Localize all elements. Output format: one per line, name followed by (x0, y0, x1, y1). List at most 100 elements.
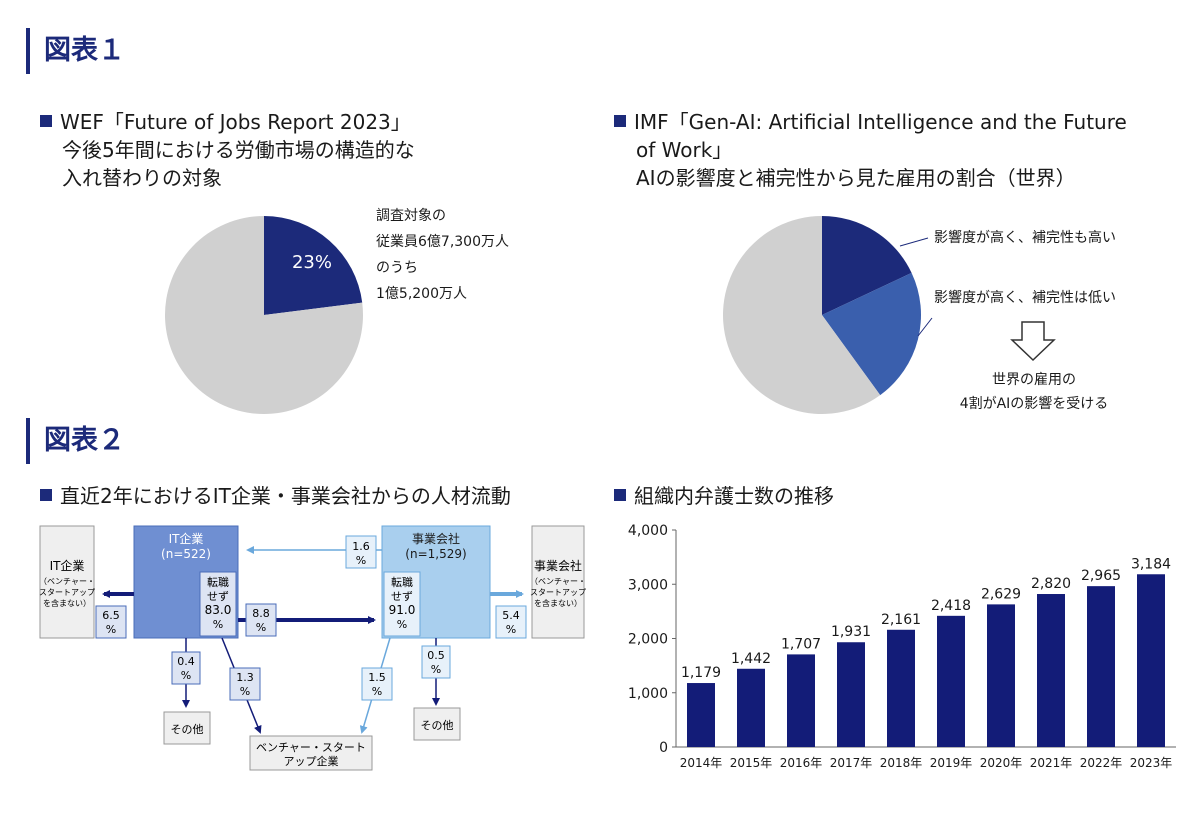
x-tick-label: 2018年 (880, 756, 923, 770)
svg-text:その他: その他 (421, 719, 454, 732)
svg-text:%: % (106, 623, 116, 636)
figure1-title: 図表１ (26, 28, 125, 74)
wef-pie-slice-0 (264, 216, 363, 315)
bullet-square-icon (40, 115, 52, 127)
wef-pie-chart (165, 216, 363, 415)
bar-value-label: 3,184 (1131, 556, 1171, 572)
other-box-it (163, 711, 211, 745)
svg-text:(n=1,529): (n=1,529) (405, 547, 466, 561)
bar (737, 668, 765, 747)
svg-text:調査対象の: 調査対象の (376, 208, 446, 224)
imf-conclusion: 世界の雇用の (992, 371, 1076, 388)
imf-label-high-high: 影響度が高く、補完性も高い (934, 229, 1116, 246)
label-it-to-left: 6.5 (102, 609, 120, 622)
svg-text:事業会社: 事業会社 (534, 558, 582, 573)
svg-text:83.0: 83.0 (205, 603, 232, 617)
svg-text:%: % (356, 554, 366, 567)
bar (937, 615, 965, 747)
bar-value-label: 2,965 (1081, 568, 1121, 584)
x-tick-label: 2017年 (830, 756, 873, 770)
y-tick-label: 2,000 (628, 632, 668, 648)
svg-text:%: % (240, 685, 250, 698)
label-it-to-venture: 1.3 (236, 671, 254, 684)
svg-text:%: % (506, 623, 516, 636)
svg-text:従業員6億7,300万人: 従業員6億7,300万人 (376, 234, 509, 250)
svg-text:（ベンチャー・: （ベンチャー・ (530, 577, 586, 586)
bar-value-label: 2,161 (881, 612, 921, 628)
label-biz-to-it: 1.6 (352, 540, 370, 553)
svg-text:%: % (397, 618, 407, 631)
y-tick-label: 3,000 (628, 577, 668, 593)
imf-label-high-low: 影響度が高く、補完性は低い (934, 289, 1116, 306)
svg-text:を含まない）: を含まない） (43, 598, 91, 608)
svg-text:を含まない）: を含まない） (534, 598, 582, 608)
imf-leader-line (899, 237, 929, 247)
flow-title: 直近2年におけるIT企業・事業会社からの人材流動 (40, 482, 511, 510)
x-tick-label: 2016年 (780, 756, 823, 770)
bar (987, 604, 1015, 747)
x-tick-label: 2021年 (1030, 756, 1073, 770)
svg-text:転職: 転職 (391, 576, 413, 589)
imf-pie-slice-2 (723, 216, 881, 414)
it-stay-box (199, 571, 237, 637)
svg-text:せず: せず (391, 590, 413, 603)
x-tick-label: 2014年 (680, 756, 723, 770)
svg-text:%: % (256, 621, 266, 634)
bar-value-label: 2,820 (1031, 576, 1071, 592)
x-tick-label: 2019年 (930, 756, 973, 770)
bar (687, 683, 715, 747)
svg-text:%: % (213, 618, 223, 631)
imf-pie-slice-0 (822, 216, 912, 315)
svg-text:1億5,200万人: 1億5,200万人 (376, 286, 467, 302)
imf-conclusion: 4割がAIの影響を受ける (960, 395, 1109, 412)
figure2-title: 図表２ (26, 418, 125, 464)
svg-text:アップ企業: アップ企業 (284, 754, 339, 768)
label-biz-to-right: 5.4 (502, 609, 520, 622)
external-it-box (39, 525, 95, 639)
bar (887, 629, 915, 747)
svg-text:ベンチャー・スタート: ベンチャー・スタート (256, 741, 366, 754)
imf-title: IMF「Gen-AI: Artificial Intelligence and … (614, 108, 1127, 192)
y-tick-label: 0 (659, 740, 668, 756)
svg-text:その他: その他 (171, 723, 204, 736)
imf-pie-slice-1 (822, 272, 922, 396)
other-box-biz (413, 707, 461, 741)
bar-value-label: 1,179 (681, 665, 721, 681)
bullet-square-icon (614, 489, 626, 501)
bar-value-label: 2,629 (981, 586, 1021, 602)
bar-title: 組織内弁護士数の推移 (614, 482, 834, 510)
label-it-to-biz: 8.8 (252, 607, 270, 620)
imf-pie-chart (723, 216, 922, 414)
label-biz-to-venture: 1.5 (368, 671, 386, 684)
bar (1137, 574, 1165, 747)
venture-box (249, 735, 373, 771)
wef-note: 調査対象の 従業員6億7,300万人 のうち 1億5,200万人 (376, 208, 509, 302)
bar (1087, 586, 1115, 747)
lawyer-bar-chart: 0 1,000 2,000 3,000 4,000 1,179 2014年 1,442 2015… (628, 523, 1176, 770)
x-tick-label: 2015年 (730, 756, 773, 770)
external-biz-box (531, 525, 585, 639)
bar-value-label: 1,707 (781, 636, 821, 652)
y-tick-label: 1,000 (628, 686, 668, 702)
svg-text:%: % (181, 669, 191, 682)
bar (787, 654, 815, 747)
svg-text:%: % (431, 663, 441, 676)
wef-slice-label: 23% (292, 252, 332, 273)
x-tick-label: 2023年 (1130, 756, 1173, 770)
bar (837, 642, 865, 747)
biz-stay-box (383, 571, 421, 637)
svg-text:事業会社: 事業会社 (412, 531, 460, 546)
bar (1037, 594, 1065, 747)
svg-text:スタートアップ: スタートアップ (39, 588, 95, 597)
wef-pie-slice-1 (165, 216, 363, 415)
svg-text:IT企業: IT企業 (50, 558, 85, 573)
bullet-square-icon (614, 115, 626, 127)
svg-text:91.0: 91.0 (389, 603, 416, 617)
svg-text:転職: 転職 (207, 576, 229, 589)
y-tick-label: 4,000 (628, 523, 668, 539)
wef-title: WEF「Future of Jobs Report 2023」 今後5年間におけ… (40, 108, 415, 192)
label-it-to-other: 0.4 (177, 655, 195, 668)
bar-value-label: 1,931 (831, 624, 871, 640)
svg-text:%: % (372, 685, 382, 698)
